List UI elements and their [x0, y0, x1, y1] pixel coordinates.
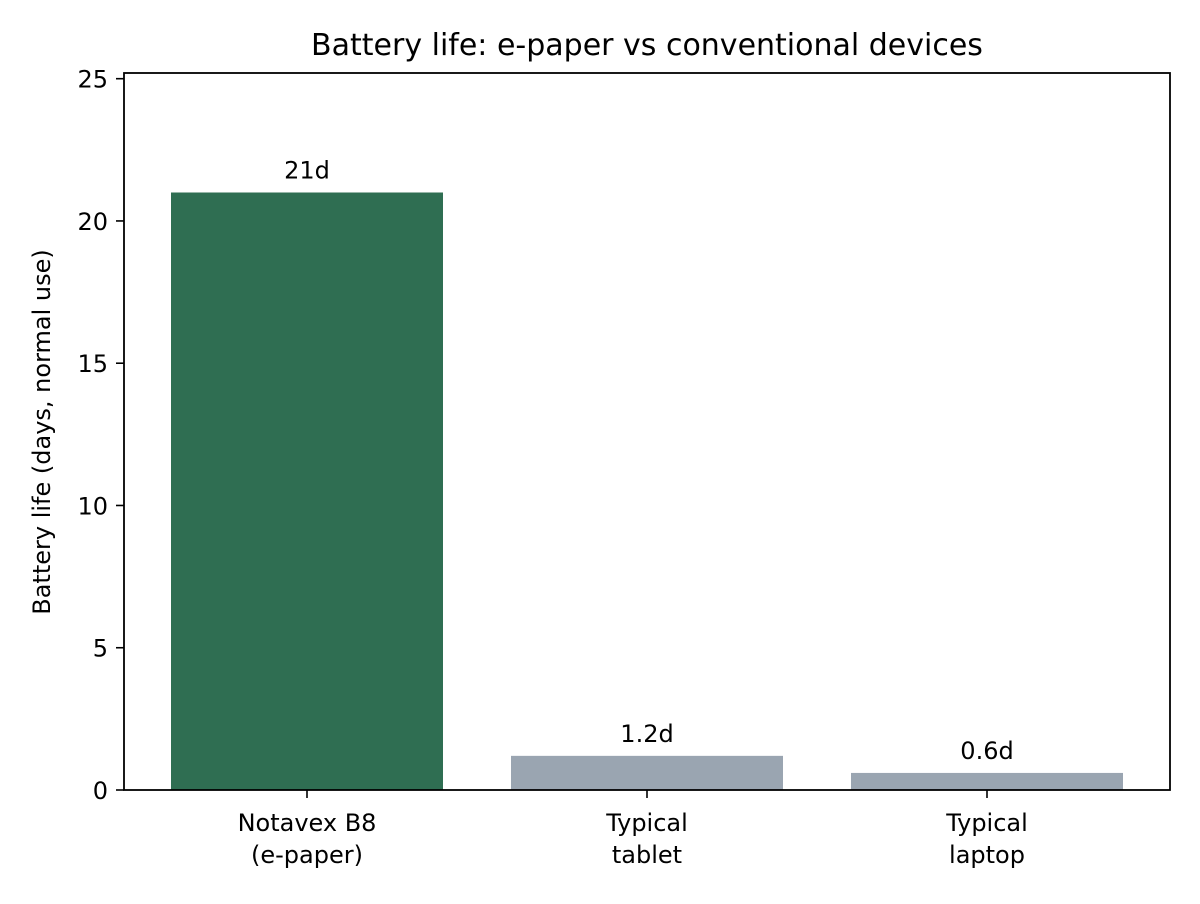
bar-2 [511, 755, 783, 790]
plot-area: 0 5 10 15 20 25 Notavex B8 (e-paper) Typical tabl… [77, 66, 1171, 869]
data-label-1: 21d [284, 157, 330, 185]
y-tick-label-15: 15 [77, 350, 108, 378]
chart-title: Battery life: e-paper vs conventional de… [311, 28, 983, 63]
bar-3 [851, 772, 1123, 790]
y-axis-label: Battery life (days, normal use) [28, 249, 56, 614]
x-tick-label-line: (e-paper) [251, 841, 363, 869]
x-tick-label-3: Typical laptop [945, 809, 1028, 869]
y-tick-label-25: 25 [77, 66, 108, 94]
y-tick-label-0: 0 [93, 777, 108, 805]
y-tick-label-5: 5 [93, 635, 108, 663]
bar-1 [171, 192, 443, 790]
x-tick-label-2: Typical tablet [605, 809, 688, 869]
data-label-2: 1.2d [620, 720, 673, 748]
x-tick-label-line: Notavex B8 [238, 809, 377, 837]
x-tick-label-line: Typical [605, 809, 688, 837]
x-tick-label-line: laptop [949, 841, 1025, 869]
x-tick-label-line: Typical [945, 809, 1028, 837]
data-label-3: 0.6d [960, 737, 1013, 765]
x-tick-label-line: tablet [612, 841, 682, 869]
x-tick-label-1: Notavex B8 (e-paper) [238, 809, 377, 869]
y-tick-label-20: 20 [77, 208, 108, 236]
y-tick-label-10: 10 [77, 492, 108, 520]
